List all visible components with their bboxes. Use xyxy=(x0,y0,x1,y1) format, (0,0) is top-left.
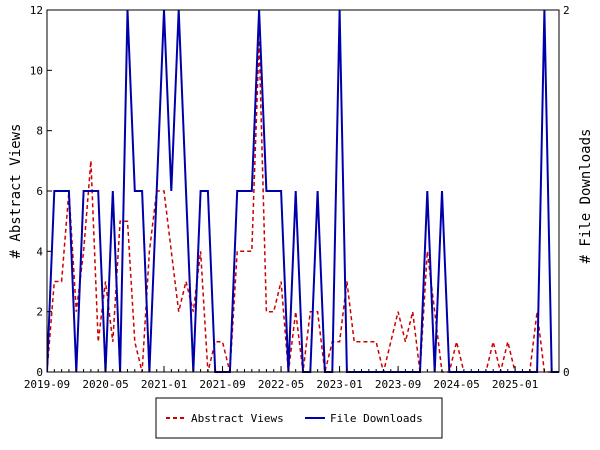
legend-box xyxy=(155,397,443,439)
x-tick-label: 2022-05 xyxy=(258,378,304,391)
y-right-tick-label: 0 xyxy=(563,366,570,379)
legend-label-abstract-views: Abstract Views xyxy=(191,412,284,425)
y-axis-right-title: # File Downloads xyxy=(578,129,594,264)
y-left-tick-label: 10 xyxy=(30,64,43,77)
x-tick-label: 2025-01 xyxy=(492,378,538,391)
x-tick-label: 2021-01 xyxy=(141,378,187,391)
y-left-tick-label: 0 xyxy=(36,366,43,379)
x-tick-label: 2024-05 xyxy=(433,378,479,391)
y-right-tick-label: 2 xyxy=(563,4,570,17)
x-tick-label: 2023-01 xyxy=(316,378,362,391)
y-axis-left: 0 2 4 6 8 10 12 xyxy=(30,4,52,379)
y-axis-right: 02 xyxy=(554,4,570,379)
y-left-tick-label: 12 xyxy=(30,4,43,17)
x-axis: 2019-09 2020-05 2021-01 2021-09 2022-05 2023-… xyxy=(24,366,560,391)
y-axis-left-title: # Abstract Views xyxy=(8,124,24,259)
x-tick-label: 2021-09 xyxy=(199,378,245,391)
x-tick-label: 2020-05 xyxy=(82,378,128,391)
y-left-tick-label: 6 xyxy=(36,185,43,198)
legend-label-file-downloads: File Downloads xyxy=(330,412,423,425)
x-tick-label: 2023-09 xyxy=(375,378,421,391)
legend: Abstract Views File Downloads xyxy=(155,397,443,439)
y-left-tick-label: 2 xyxy=(36,306,43,319)
x-tick-label: 2019-09 xyxy=(24,378,70,391)
y-left-tick-label: 8 xyxy=(36,125,43,138)
y-left-tick-label: 4 xyxy=(36,245,43,258)
